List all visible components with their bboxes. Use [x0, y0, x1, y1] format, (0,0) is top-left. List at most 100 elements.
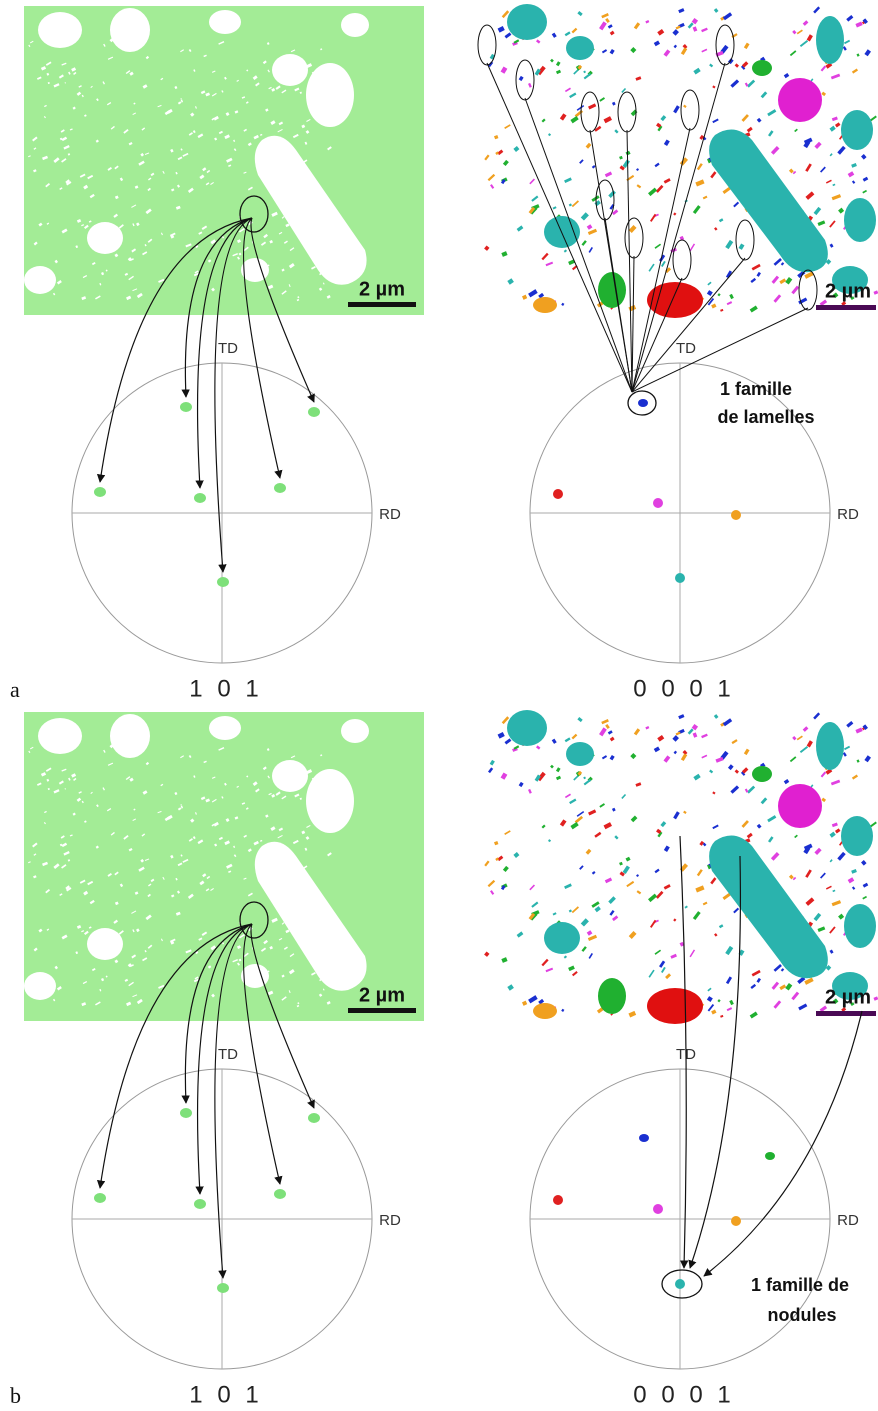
speck: [551, 32, 557, 38]
speck: [202, 873, 207, 878]
speck: [718, 218, 724, 223]
arrow: [679, 835, 689, 1269]
grain: [507, 710, 547, 746]
speck: [42, 155, 49, 161]
speck: [304, 141, 308, 145]
speck: [171, 188, 175, 192]
speck: [145, 914, 152, 921]
speck: [180, 854, 183, 857]
speck: [226, 157, 233, 163]
speck: [608, 190, 616, 198]
speck: [665, 267, 672, 274]
speck: [128, 275, 134, 281]
speck: [497, 149, 504, 156]
speck: [174, 791, 178, 796]
speck: [856, 53, 860, 57]
speck: [282, 763, 286, 768]
speck: [838, 913, 845, 920]
speck: [805, 897, 815, 906]
speck: [269, 945, 273, 950]
speck: [141, 127, 146, 131]
speck: [701, 27, 708, 33]
speck: [861, 154, 867, 160]
speck: [61, 842, 68, 848]
speck: [630, 752, 637, 760]
speck: [148, 177, 152, 181]
speck: [730, 785, 740, 794]
speck: [73, 71, 77, 75]
speck: [707, 158, 711, 164]
speck: [504, 124, 511, 129]
speck: [210, 182, 214, 186]
speck: [132, 223, 135, 227]
speck: [518, 781, 524, 788]
speck: [756, 977, 761, 983]
speck: [548, 839, 552, 843]
speck: [559, 819, 567, 827]
speck: [305, 836, 310, 840]
speck: [670, 953, 677, 959]
speck: [825, 259, 832, 265]
speck: [53, 789, 60, 794]
speck: [236, 962, 241, 966]
speck: [322, 988, 325, 991]
speck: [591, 195, 600, 202]
speck: [587, 934, 598, 941]
speck: [203, 54, 207, 58]
speck: [585, 848, 592, 855]
speck: [550, 58, 554, 63]
speck: [609, 909, 615, 916]
speck: [243, 128, 248, 132]
speck: [583, 72, 592, 80]
speck: [264, 970, 270, 975]
speck: [738, 243, 745, 250]
speck: [594, 906, 601, 913]
speck: [46, 222, 50, 225]
speck: [299, 797, 302, 800]
speck: [234, 816, 239, 820]
speck: [136, 292, 143, 299]
speck: [221, 796, 224, 799]
speck: [238, 958, 242, 962]
speck: [500, 885, 506, 891]
speck: [630, 815, 638, 823]
speck: [571, 971, 578, 977]
speck: [83, 184, 89, 190]
speck: [59, 893, 63, 896]
speck: [58, 74, 64, 79]
speck: [707, 1003, 715, 1012]
speck: [489, 53, 495, 60]
speck: [712, 118, 719, 124]
speck: [851, 68, 859, 74]
speck: [711, 303, 717, 309]
speck: [206, 875, 211, 880]
grain: [341, 719, 369, 743]
speck: [318, 287, 323, 291]
speck: [205, 798, 211, 803]
speck: [720, 308, 724, 312]
grain: [544, 922, 580, 954]
speck: [238, 934, 245, 939]
speck: [47, 81, 50, 85]
speck: [502, 865, 509, 873]
grain: [110, 714, 150, 758]
speck: [75, 245, 79, 249]
speck: [271, 211, 278, 217]
speck: [76, 924, 82, 929]
speck: [720, 1014, 724, 1018]
speck: [281, 974, 285, 978]
speck: [210, 945, 217, 951]
speck: [684, 905, 688, 909]
speck: [42, 861, 49, 867]
speck: [564, 177, 572, 184]
speck: [729, 293, 734, 300]
speck: [847, 877, 855, 884]
pole-spot: [765, 1152, 775, 1160]
speck: [207, 259, 212, 263]
speck: [105, 269, 108, 272]
speck: [760, 91, 768, 99]
speck: [64, 82, 67, 84]
speck: [190, 112, 195, 117]
speck: [66, 887, 72, 892]
